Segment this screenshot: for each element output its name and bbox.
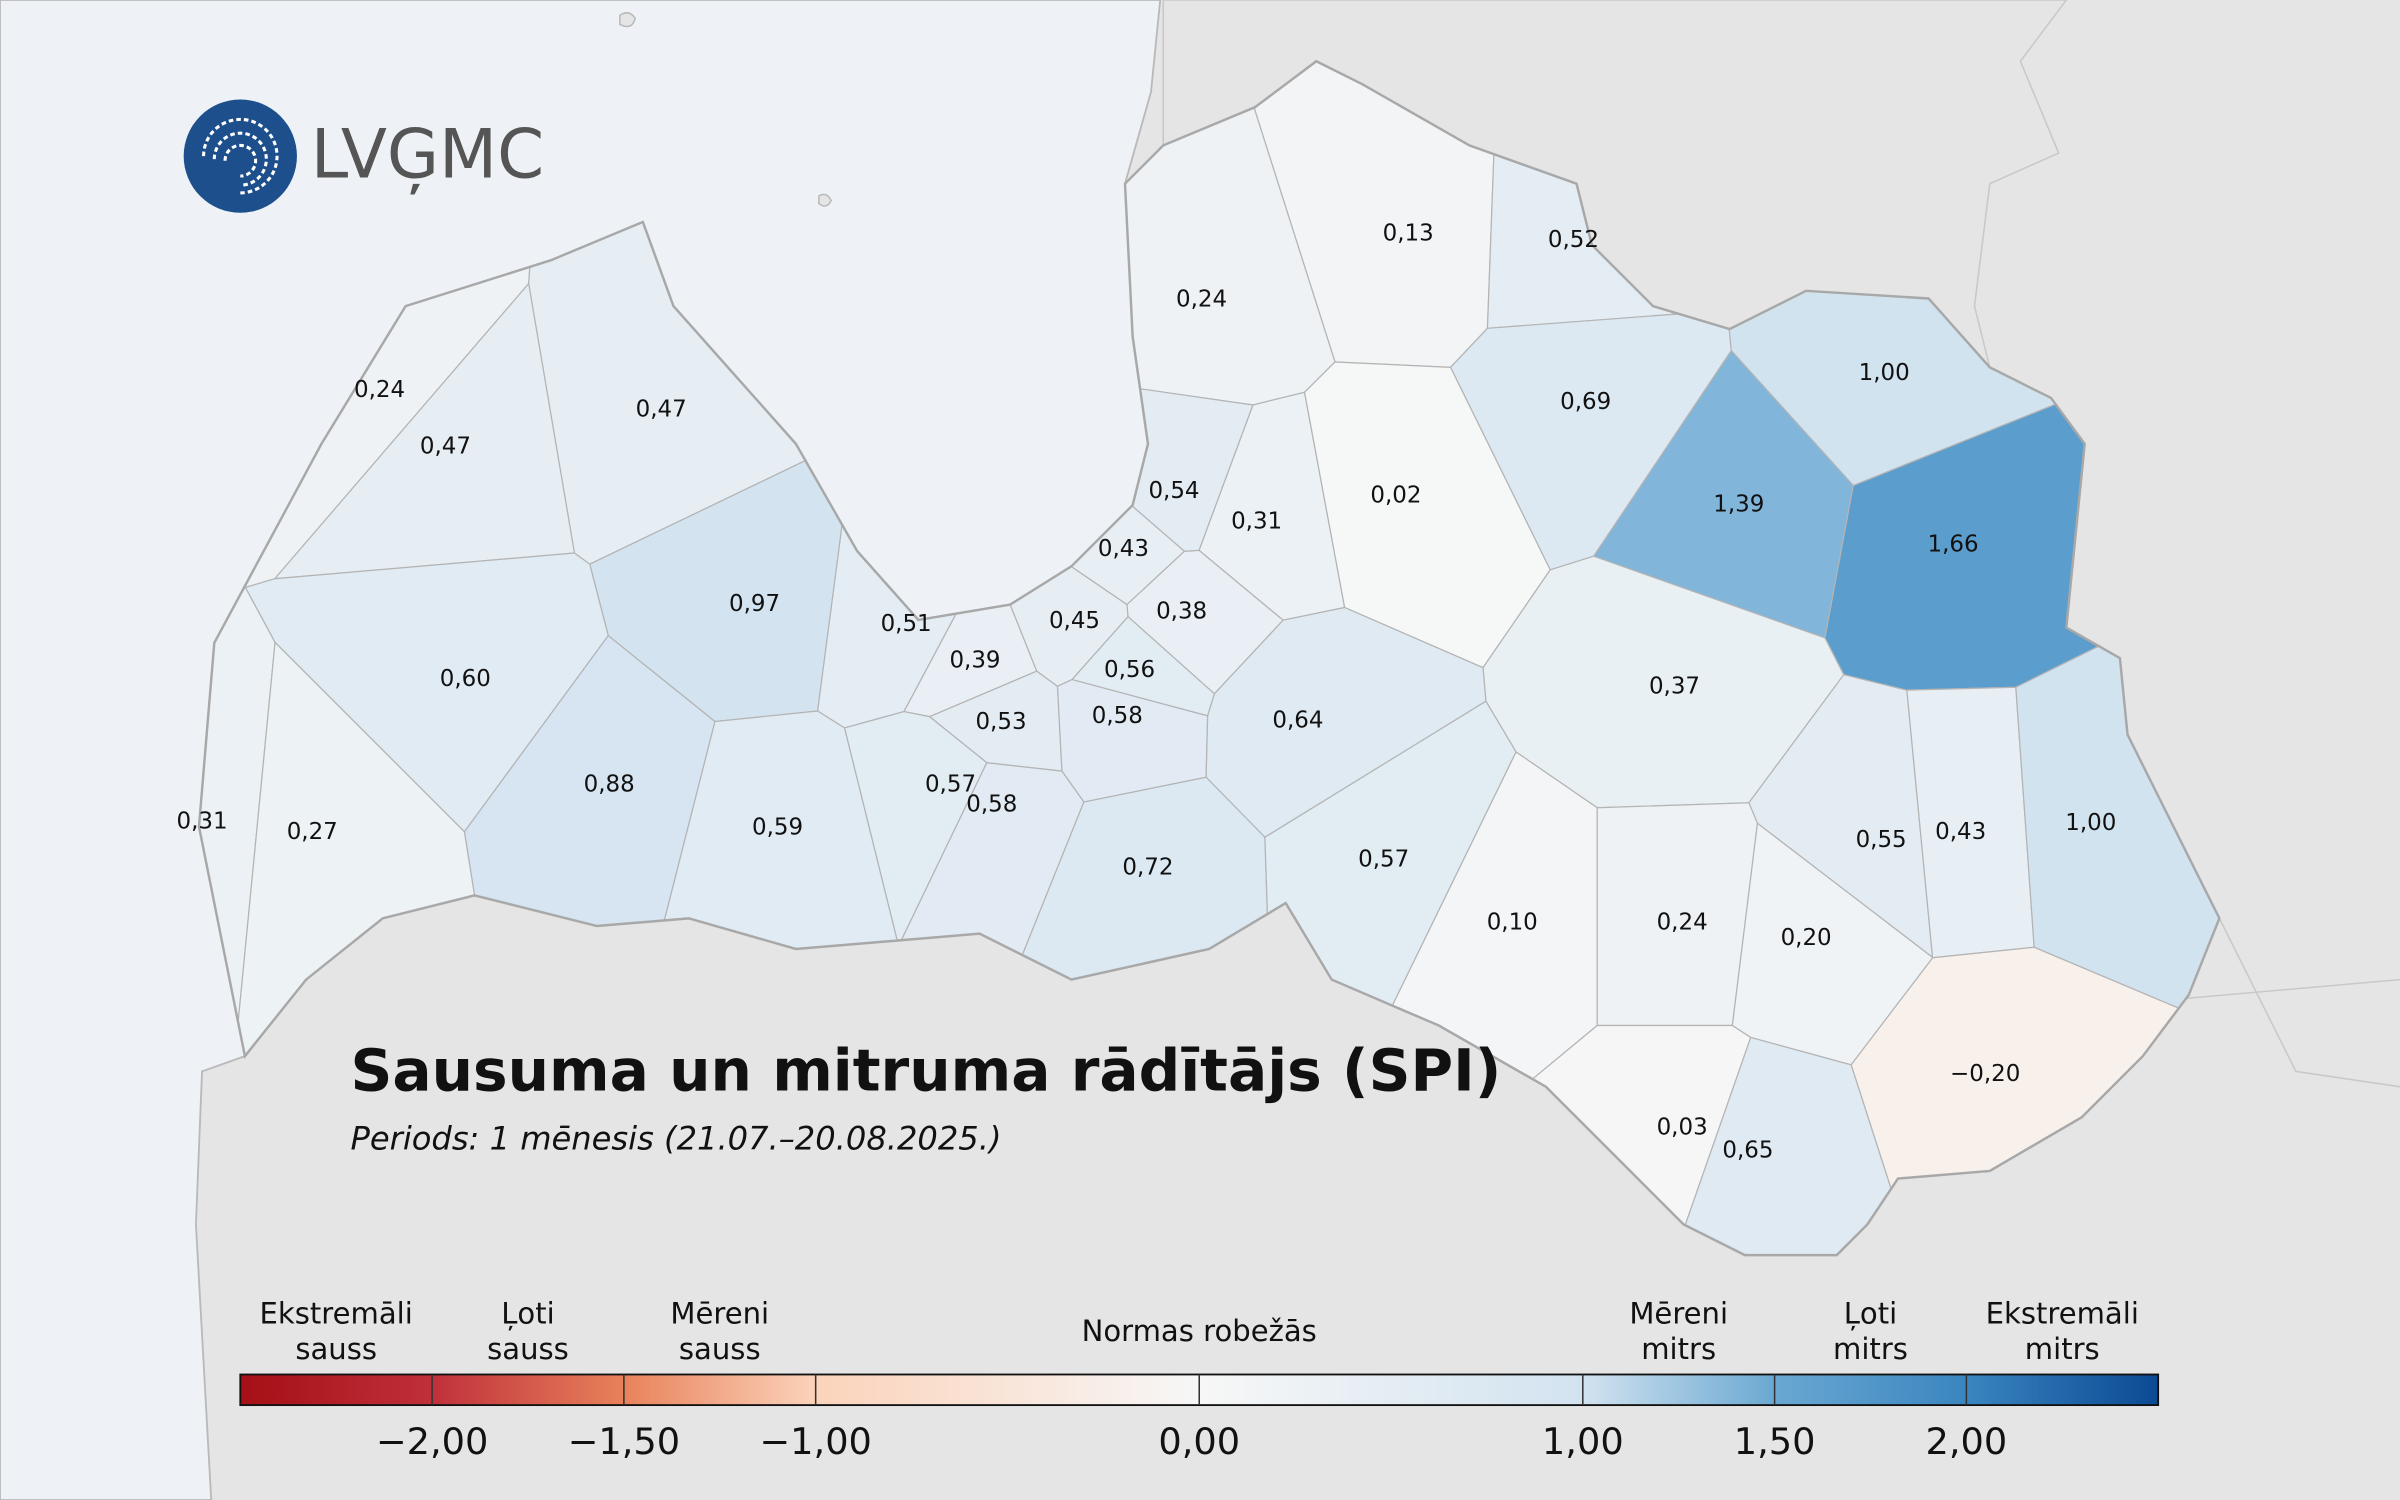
logo: LVĢMC [183,99,544,213]
region-label: 0,47 [636,397,687,423]
legend-class-label: sauss [679,1332,761,1366]
region-label: 0,51 [881,611,932,637]
region-label: 1,00 [1859,360,1910,386]
legend-tick-label: −1,50 [568,1420,681,1463]
logo-mark [183,99,297,213]
region-label: 0,47 [420,433,471,459]
legend-tick-label: 2,00 [1925,1420,2007,1463]
region-label: 0,88 [584,772,635,798]
region-label: 0,54 [1148,478,1199,504]
legend: −2,00 −1,50 −1,00 0,00 1,00 1,50 2,00 Ekstremāl… [239,1297,2160,1463]
region-label: 0,57 [925,772,976,798]
region-label: −0,20 [1950,1061,2020,1087]
region-label: 0,43 [1098,536,1149,562]
region-label: 0,57 [1358,847,1409,873]
legend-class-label: mitrs [1641,1332,1716,1366]
region-label: 0,60 [440,666,491,692]
region-label: 0,72 [1122,854,1173,880]
subtitle: Periods: 1 mēnesis (21.07.–20.08.2025.) [351,1119,1002,1157]
region-label: 0,10 [1487,909,1538,935]
legend-class-label: mitrs [1833,1332,1908,1366]
region-label: 0,20 [1781,925,1832,951]
legend-class-label: sauss [295,1332,377,1366]
latvia-outline [197,59,2221,1257]
legend-class-label: mitrs [2025,1332,2100,1366]
region-label: 0,97 [729,591,780,617]
legend-class-label: Ļoti [501,1297,554,1331]
region-label: 0,24 [1176,287,1227,313]
legend-class-label: Ļoti [1844,1297,1897,1331]
region-label: 0,53 [975,709,1026,735]
region-label: 0,59 [752,815,803,841]
legend-class-label: sauss [487,1332,569,1366]
legend-tick-label: 0,00 [1158,1420,1240,1463]
region-label: 0,38 [1156,599,1207,625]
region-label: 0,39 [949,648,1000,674]
legend-class-label: Ekstremāli [260,1297,413,1331]
island [619,12,832,207]
region-label: 0,24 [354,377,405,403]
region-label: 0,24 [1657,909,1708,935]
region-label: 0,64 [1272,707,1323,733]
region-label: 0,27 [287,819,338,845]
region-label: 0,31 [177,808,228,834]
region-label: 1,66 [1928,531,1979,557]
region-label: 1,39 [1713,492,1764,518]
legend-tick-label: −2,00 [376,1420,489,1463]
legend-class-label: Mēreni [1629,1297,1728,1331]
region-label: 1,00 [2065,810,2116,836]
region-label: 0,02 [1370,482,1421,508]
region-label: 0,45 [1049,608,1100,634]
region-label: 0,52 [1548,227,1599,253]
region-label: 0,31 [1231,508,1282,534]
region-label: 0,69 [1560,389,1611,415]
region-label: 0,03 [1657,1115,1708,1141]
legend-tick-label: 1,00 [1542,1420,1624,1463]
region-label: 0,13 [1383,221,1434,247]
region-label: 0,58 [1092,703,1143,729]
legend-class-label: Normas robežās [1082,1314,1317,1348]
legend-tick-label: 1,50 [1734,1420,1816,1463]
region-label: 0,56 [1104,657,1155,683]
region-label: 0,37 [1649,674,1700,700]
region-label: 0,58 [966,792,1017,818]
region-label: 0,43 [1935,819,1986,845]
logo-text: LVĢMC [311,115,544,195]
legend-tick-label: −1,00 [759,1420,872,1463]
logo-rings [202,117,279,195]
legend-class-label: Ekstremāli [1986,1297,2139,1331]
title: Sausuma un mitruma rādītājs (SPI) [351,1037,1502,1105]
region-label: 0,65 [1722,1138,1773,1164]
region-labels: 0,13 0,52 0,24 0,24 0,47 0,47 0,69 1,00 0,54 0,31… [177,221,2117,1164]
region-label: 0,55 [1856,827,1907,853]
legend-class-label: Mēreni [670,1297,769,1331]
